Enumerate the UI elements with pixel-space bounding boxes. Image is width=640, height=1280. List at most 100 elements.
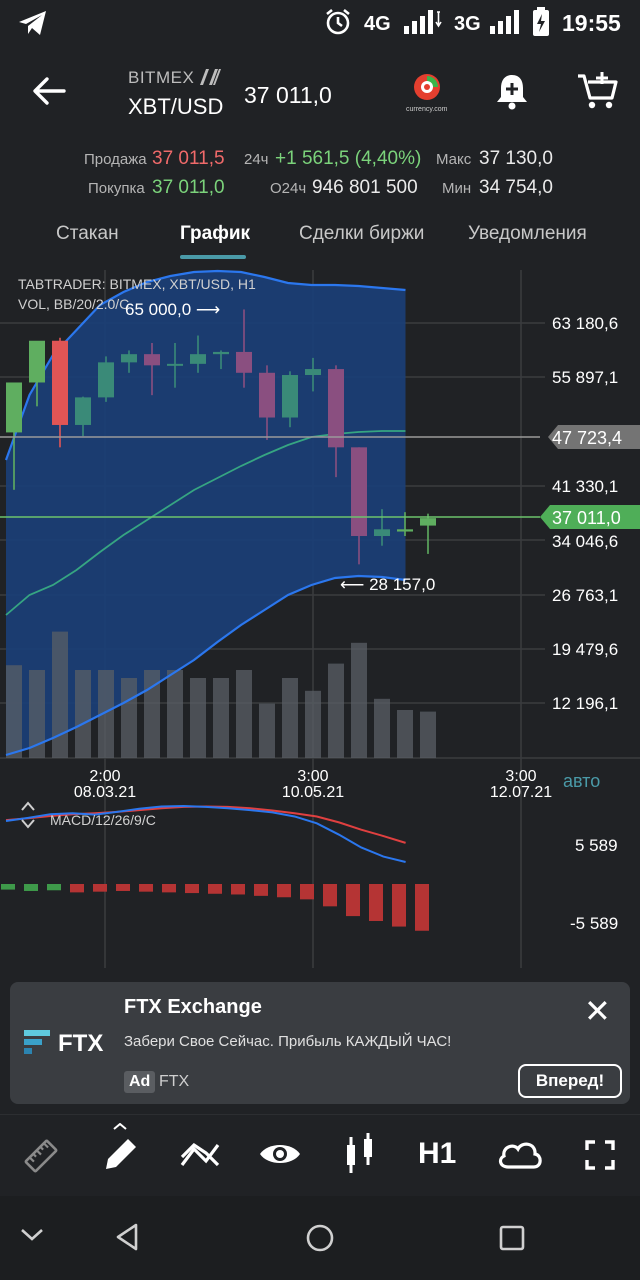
candle-body [29,340,45,383]
network-3g-label: 3G [454,13,481,35]
fullscreen-icon[interactable] [584,1139,616,1171]
volume-bar [282,678,298,758]
price-tick: 26 763,1 [552,586,618,605]
volume-bar [374,698,390,758]
nav-home-icon[interactable] [304,1222,336,1254]
sell-value: 37 011,5 [152,148,225,169]
back-arrow-icon[interactable] [32,76,68,106]
hline-price-text: 47 723,4 [552,428,622,448]
max-label: Макс [436,151,472,168]
currency-com-label: currency.com [406,106,448,113]
volume-bar [52,631,68,758]
macd-tick: -5 589 [570,914,618,933]
nav-back-icon[interactable] [114,1222,142,1252]
price-tick: 55 897,1 [552,368,618,387]
time-tick: 3:00 [505,768,536,785]
volume-bar [259,703,275,758]
volume-bar [420,711,436,758]
candle-body [52,340,68,425]
pencil-icon[interactable] [100,1123,140,1175]
candle-body [6,382,22,433]
macd-histogram-bar [300,884,314,900]
last-price-marker [540,505,640,529]
candle-body [282,375,298,418]
price-chart[interactable]: 63 180,6 55 897,1 41 330,1 34 046,6 26 7… [0,262,640,972]
macd-histogram-bar [70,884,84,893]
ruler-icon[interactable] [22,1137,60,1175]
signal-icon-2 [490,10,519,34]
volume-bar [29,670,45,758]
price-tick: 12 196,1 [552,694,618,713]
buy-value: 37 011,0 [152,177,225,198]
cloud-icon[interactable] [496,1137,544,1171]
candle-body [167,363,183,366]
price-tick: 41 330,1 [552,477,618,496]
volume-bar [121,678,137,758]
volume-bar [144,670,160,758]
tab-notifications[interactable]: Уведомления [468,223,587,244]
date-tick: 10.05.21 [282,784,344,801]
last-price: 37 011,0 [244,82,332,108]
ad-banner[interactable]: FTX FTX Exchange Забери Свое Сейчас. При… [10,982,630,1104]
ad-source: FTX [159,1073,190,1090]
status-bar: 4G 3G 19:55 [0,0,640,44]
candle-body [351,447,367,537]
close-icon[interactable]: ✕ [584,993,611,1029]
macd-histogram-bar [346,884,360,917]
indicators-icon[interactable] [180,1137,220,1173]
macd-histogram-bar [93,884,107,892]
macd-tick: 5 589 [575,836,618,855]
macd-histogram-bar [231,884,245,895]
macd-histogram-bar [369,884,383,921]
chart-info-line2: VOL, BB/20/2.0/C [18,296,129,312]
candle-body [144,354,160,366]
macd-histogram-bar [139,884,153,892]
chart-toolbar: H1 [0,1114,640,1197]
auto-scale-toggle[interactable]: авто [563,771,600,791]
tab-bar: Стакан График Сделки биржи Уведомления [0,210,640,262]
max-value: 37 130,0 [479,148,553,169]
nav-recents-icon[interactable] [498,1224,526,1252]
eye-icon[interactable] [258,1139,302,1169]
volume-bar [167,670,183,758]
chart-info-line1: TABTRADER: BITMEX, XBT/USD, H1 [18,276,256,292]
candles-icon[interactable] [342,1131,378,1175]
tab-chart[interactable]: График [180,223,251,244]
cart-plus-icon[interactable] [576,72,618,110]
bell-plus-icon[interactable] [494,72,530,110]
telegram-icon [19,11,46,35]
min-label: Мин [442,180,472,197]
candle-body [305,369,321,376]
volume-bar [351,642,367,758]
macd-line [5,804,406,863]
currency-com-logo-icon[interactable] [410,72,444,106]
macd-label: MACD/12/26/9/C [50,812,156,828]
candle-body [259,372,275,418]
candle-body [374,529,390,537]
price-tick: 34 046,6 [552,532,618,551]
macd-histogram-bar [1,884,15,890]
buy-label: Покупка [88,180,145,197]
macd-histogram-bar [208,884,222,894]
timeframe-button[interactable]: H1 [418,1137,457,1170]
ad-cta-button[interactable]: Вперед! [518,1064,622,1098]
tab-order-book[interactable]: Стакан [56,223,119,244]
macd-histogram-bar [254,884,268,896]
macd-histogram-bar [24,884,38,891]
alarm-icon [326,8,350,35]
chevron-down-icon[interactable] [18,1224,46,1244]
bollinger-lower-line [5,574,406,757]
exchange-name: BITMEX [128,68,195,87]
expand-vertical-icon[interactable] [21,801,35,829]
tab-exchange-trades[interactable]: Сделки биржи [299,223,425,244]
clock: 19:55 [562,10,621,36]
volume-bar [6,665,22,758]
price-tick: 19 479,6 [552,640,618,659]
candles [6,309,436,565]
candle-body [121,354,137,363]
macd-histogram-bar [116,884,130,891]
min-value: 34 754,0 [479,177,553,198]
macd-histogram-bar [323,884,337,907]
pair-name: XBT/USD [128,94,224,119]
last-price-text: 37 011,0 [552,508,621,528]
